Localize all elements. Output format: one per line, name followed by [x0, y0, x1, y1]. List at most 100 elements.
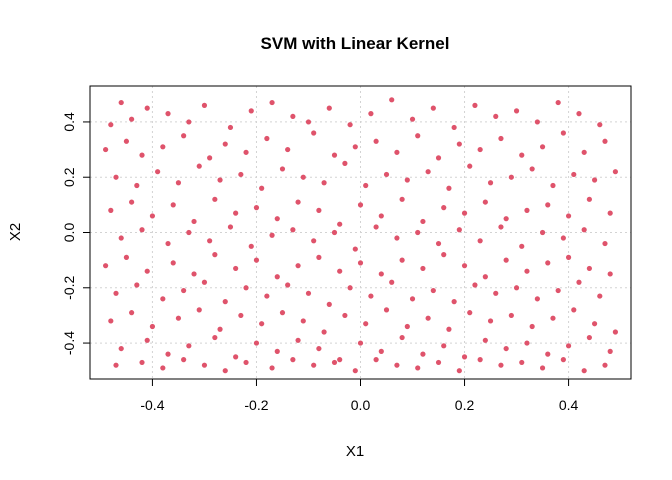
- data-point: [134, 182, 140, 189]
- data-point: [503, 257, 509, 263]
- data-point: [472, 282, 478, 288]
- data-point: [253, 257, 260, 263]
- data-point: [602, 362, 608, 368]
- data-point: [513, 285, 520, 291]
- data-point: [243, 285, 249, 291]
- data-point: [165, 111, 171, 117]
- data-point: [134, 282, 140, 288]
- data-point: [545, 260, 551, 266]
- x-tick-label-0: -0.4: [140, 397, 164, 413]
- data-point: [181, 133, 187, 139]
- x-tick-label-3: 0.2: [455, 397, 475, 413]
- data-point: [565, 213, 572, 219]
- data-point: [238, 312, 244, 319]
- data-point: [347, 122, 353, 128]
- data-point: [321, 180, 327, 186]
- data-point: [279, 166, 286, 172]
- data-point: [513, 108, 520, 114]
- data-point: [207, 238, 213, 244]
- data-point: [305, 290, 312, 296]
- data-point: [149, 213, 156, 219]
- data-point: [539, 229, 546, 236]
- data-point: [482, 337, 488, 343]
- data-point: [446, 326, 452, 332]
- data-point: [139, 152, 145, 158]
- data-point: [279, 310, 286, 316]
- data-point: [425, 315, 431, 321]
- data-point: [482, 199, 488, 205]
- data-point: [607, 348, 613, 354]
- data-point: [352, 246, 358, 252]
- data-point: [170, 202, 176, 208]
- data-point: [571, 171, 577, 178]
- data-point: [404, 323, 410, 330]
- x-tick-label-4: 0.4: [559, 397, 579, 413]
- data-point: [529, 166, 535, 172]
- data-point: [222, 368, 228, 374]
- data-point: [201, 362, 208, 368]
- data-point: [508, 174, 514, 180]
- data-point: [555, 287, 561, 294]
- data-point: [181, 357, 187, 363]
- y-tick-label-2: 0.0: [61, 223, 77, 243]
- data-point: [461, 210, 468, 216]
- data-point: [451, 124, 457, 131]
- data-point: [576, 279, 582, 285]
- data-point: [482, 274, 488, 280]
- data-point: [524, 340, 530, 346]
- data-point: [555, 99, 561, 106]
- data-point: [264, 293, 270, 299]
- data-point: [363, 321, 369, 327]
- data-point: [602, 138, 608, 144]
- data-point: [160, 365, 166, 371]
- data-point: [560, 357, 566, 363]
- data-point: [300, 174, 306, 180]
- data-point: [389, 97, 395, 103]
- data-point: [196, 163, 202, 169]
- data-point: [264, 135, 270, 142]
- data-point: [175, 180, 182, 186]
- data-point: [295, 337, 301, 343]
- data-point: [331, 152, 338, 158]
- data-point: [383, 307, 390, 313]
- data-point: [409, 296, 416, 302]
- data-point: [227, 124, 234, 131]
- data-point: [311, 362, 317, 368]
- data-point: [233, 354, 239, 360]
- data-point: [326, 105, 332, 111]
- data-point: [186, 343, 192, 349]
- data-point: [539, 144, 546, 150]
- data-point: [233, 210, 239, 216]
- data-point: [539, 365, 546, 371]
- data-point: [248, 108, 254, 114]
- data-point: [550, 315, 556, 321]
- data-point: [420, 351, 426, 357]
- data-point: [399, 257, 405, 263]
- data-point: [456, 141, 462, 147]
- data-point: [274, 274, 280, 280]
- data-point: [446, 185, 452, 191]
- data-point: [498, 135, 504, 142]
- data-points: [103, 97, 618, 374]
- data-point: [274, 348, 280, 354]
- data-point: [118, 99, 124, 106]
- data-point: [441, 205, 447, 211]
- data-point: [519, 243, 525, 249]
- data-point: [170, 260, 176, 266]
- data-point: [129, 116, 135, 122]
- data-point: [113, 290, 119, 296]
- data-point: [383, 171, 390, 178]
- data-point: [248, 243, 254, 249]
- data-point: [472, 102, 478, 108]
- data-point: [565, 343, 572, 349]
- y-axis-label: X2: [7, 223, 24, 241]
- data-point: [357, 260, 364, 266]
- data-point: [477, 146, 483, 153]
- data-point: [420, 265, 426, 272]
- data-point: [524, 207, 530, 213]
- data-point: [581, 149, 587, 155]
- data-point: [290, 357, 296, 363]
- data-point: [222, 141, 228, 147]
- data-point: [222, 299, 228, 305]
- data-point: [191, 271, 197, 277]
